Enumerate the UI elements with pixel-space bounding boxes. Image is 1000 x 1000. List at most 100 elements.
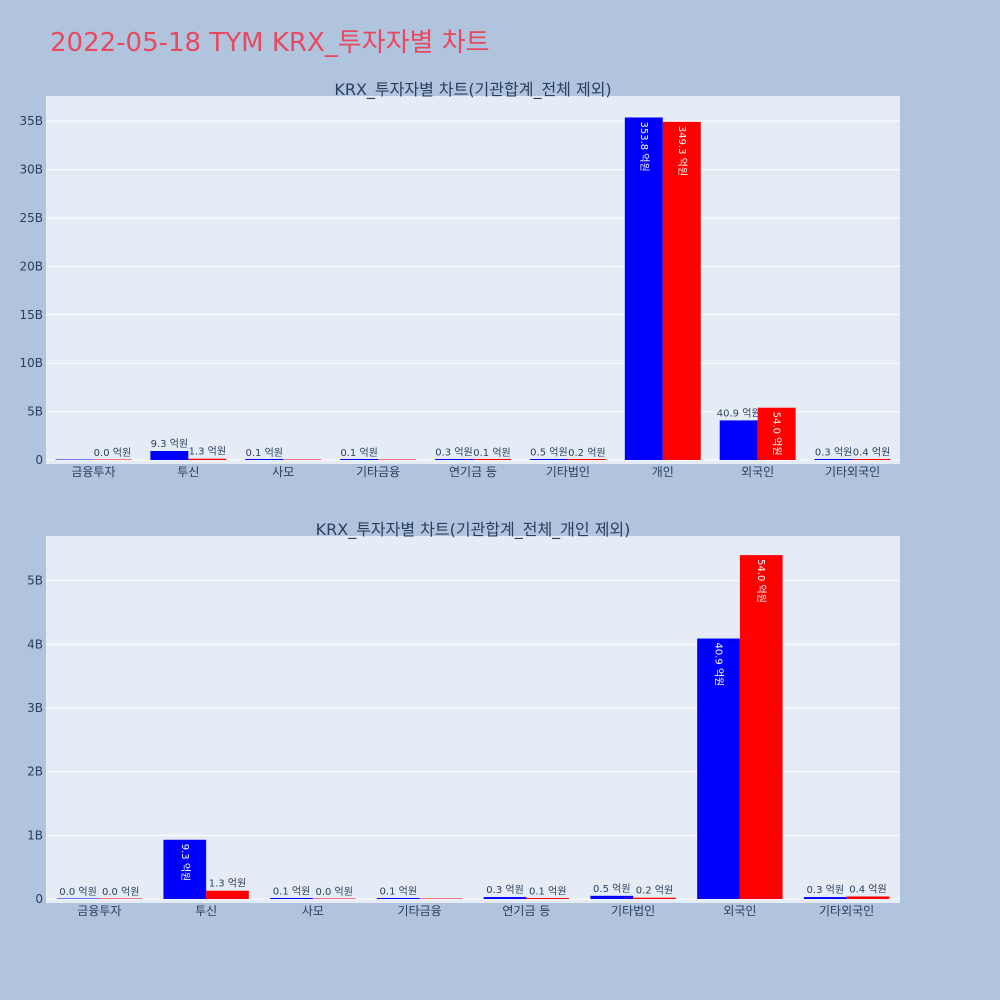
x-tick-label: 기타외국인: [825, 465, 880, 479]
bar: [529, 459, 568, 460]
y-tick-label: 0: [35, 453, 43, 467]
data-label: 1.3 억원: [189, 446, 226, 458]
x-tick-label: 기타법인: [611, 904, 655, 918]
bar: [567, 459, 606, 460]
x-tick-label: 외국인: [723, 904, 756, 918]
data-label: 54.0 억원: [755, 559, 767, 603]
x-tick-label: 개인: [652, 465, 674, 479]
bar: [526, 898, 570, 899]
x-tick-label: 투신: [195, 904, 217, 918]
x-tick-label: 기타금융: [398, 904, 442, 918]
data-label: 0.0 억원: [94, 447, 131, 459]
bar: [56, 898, 100, 899]
bar: [99, 898, 143, 899]
page-title: 2022-05-18 TYM KRX_투자자별 차트: [50, 28, 490, 58]
y-tick-label: 1B: [27, 828, 43, 842]
data-label: 0.1 억원: [340, 447, 377, 459]
data-label: 0.2 억원: [636, 885, 673, 897]
chart-2: 0 1B 2B 3B 4B 5B KRX_투자자별 차트(기관합계_전체_개인 제외) 금융투…: [27, 520, 900, 918]
data-label: 0.4 억원: [853, 447, 890, 459]
x-tick-label: 사모: [272, 465, 294, 479]
data-label: 353.8 억원: [638, 121, 650, 171]
chart-1: 0 5B 10B 15B 20B 25B 30B 35B KRX_투자자별 차트(기관합계_전체…: [19, 80, 900, 479]
bar: [662, 121, 701, 460]
bar: [419, 898, 463, 899]
bar: [846, 896, 890, 899]
chart-title: KRX_투자자별 차트(기관합계_전체_개인 제외): [316, 520, 631, 540]
data-label: 54.0 억원: [771, 412, 783, 456]
bar: [624, 117, 663, 460]
bar: [163, 839, 207, 899]
y-tick-label: 30B: [19, 163, 43, 177]
data-label: 1.3 억원: [209, 878, 246, 890]
data-label: 9.3 억원: [179, 844, 191, 881]
data-label: 0.5 억원: [530, 447, 567, 459]
y-tick-label: 25B: [19, 211, 43, 225]
bar: [283, 459, 322, 460]
data-label: 0.1 억원: [246, 447, 283, 459]
data-label: 9.3 억원: [151, 438, 188, 450]
x-tick-label: 사모: [302, 904, 324, 918]
data-label: 0.3 억원: [807, 884, 844, 896]
x-tick-label: 기타금융: [356, 465, 400, 479]
data-label: 0.4 억원: [849, 883, 886, 895]
bar: [435, 459, 473, 460]
data-label: 0.2 억원: [568, 447, 605, 459]
x-tick-label: 연기금 등: [502, 904, 550, 918]
y-tick-label: 35B: [19, 114, 43, 128]
data-label: 0.0 억원: [315, 886, 352, 898]
y-tick-label: 3B: [27, 701, 43, 715]
data-label: 0.1 억원: [273, 885, 310, 897]
chart-title: KRX_투자자별 차트(기관합계_전체 제외): [334, 80, 611, 100]
bar: [757, 407, 796, 460]
data-label: 40.9 억원: [717, 407, 761, 419]
data-label: 0.0 억원: [59, 886, 96, 898]
data-label: 349.3 억원: [676, 126, 688, 176]
plot-area: [46, 96, 900, 464]
bar: [93, 459, 132, 460]
x-tick-label: 외국인: [741, 465, 774, 479]
bar: [814, 459, 853, 460]
bar: [633, 897, 676, 899]
data-label: 0.1 억원: [473, 447, 510, 459]
x-tick-label: 금융투자: [71, 465, 115, 479]
y-tick-label: 2B: [27, 765, 43, 779]
y-tick-label: 0: [35, 892, 43, 906]
y-tick-label: 20B: [19, 259, 43, 273]
bar: [188, 458, 227, 460]
bar: [473, 459, 511, 460]
x-tick-label: 기타법인: [546, 465, 590, 479]
y-tick-label: 5B: [27, 574, 43, 588]
x-tick-label: 금융투자: [77, 904, 121, 918]
x-tick-label: 투신: [177, 465, 199, 479]
data-label: 0.0 억원: [102, 886, 139, 898]
bar: [245, 459, 284, 460]
bar: [590, 895, 634, 899]
bar: [697, 638, 740, 899]
bar: [312, 898, 356, 899]
y-tick-label: 15B: [19, 308, 43, 322]
bar: [340, 459, 379, 460]
x-tick-label: 연기금 등: [449, 465, 497, 479]
data-label: 0.1 억원: [529, 885, 566, 897]
data-label: 0.1 억원: [380, 885, 417, 897]
data-label: 40.9 억원: [713, 643, 725, 687]
bar: [739, 555, 783, 899]
bar: [270, 898, 313, 899]
data-label: 0.3 억원: [815, 447, 852, 459]
bar: [55, 459, 94, 460]
y-tick-label: 5B: [27, 405, 43, 419]
bar: [206, 890, 249, 899]
data-label: 0.3 억원: [435, 447, 472, 459]
y-tick-label: 10B: [19, 356, 43, 370]
bar: [378, 459, 417, 460]
bar: [483, 897, 527, 899]
bar: [376, 898, 420, 899]
bar: [719, 420, 758, 460]
y-tick-label: 4B: [27, 637, 43, 651]
bar: [852, 459, 891, 460]
bar: [150, 450, 189, 460]
data-label: 0.3 억원: [486, 884, 523, 896]
data-label: 0.5 억원: [593, 883, 630, 895]
